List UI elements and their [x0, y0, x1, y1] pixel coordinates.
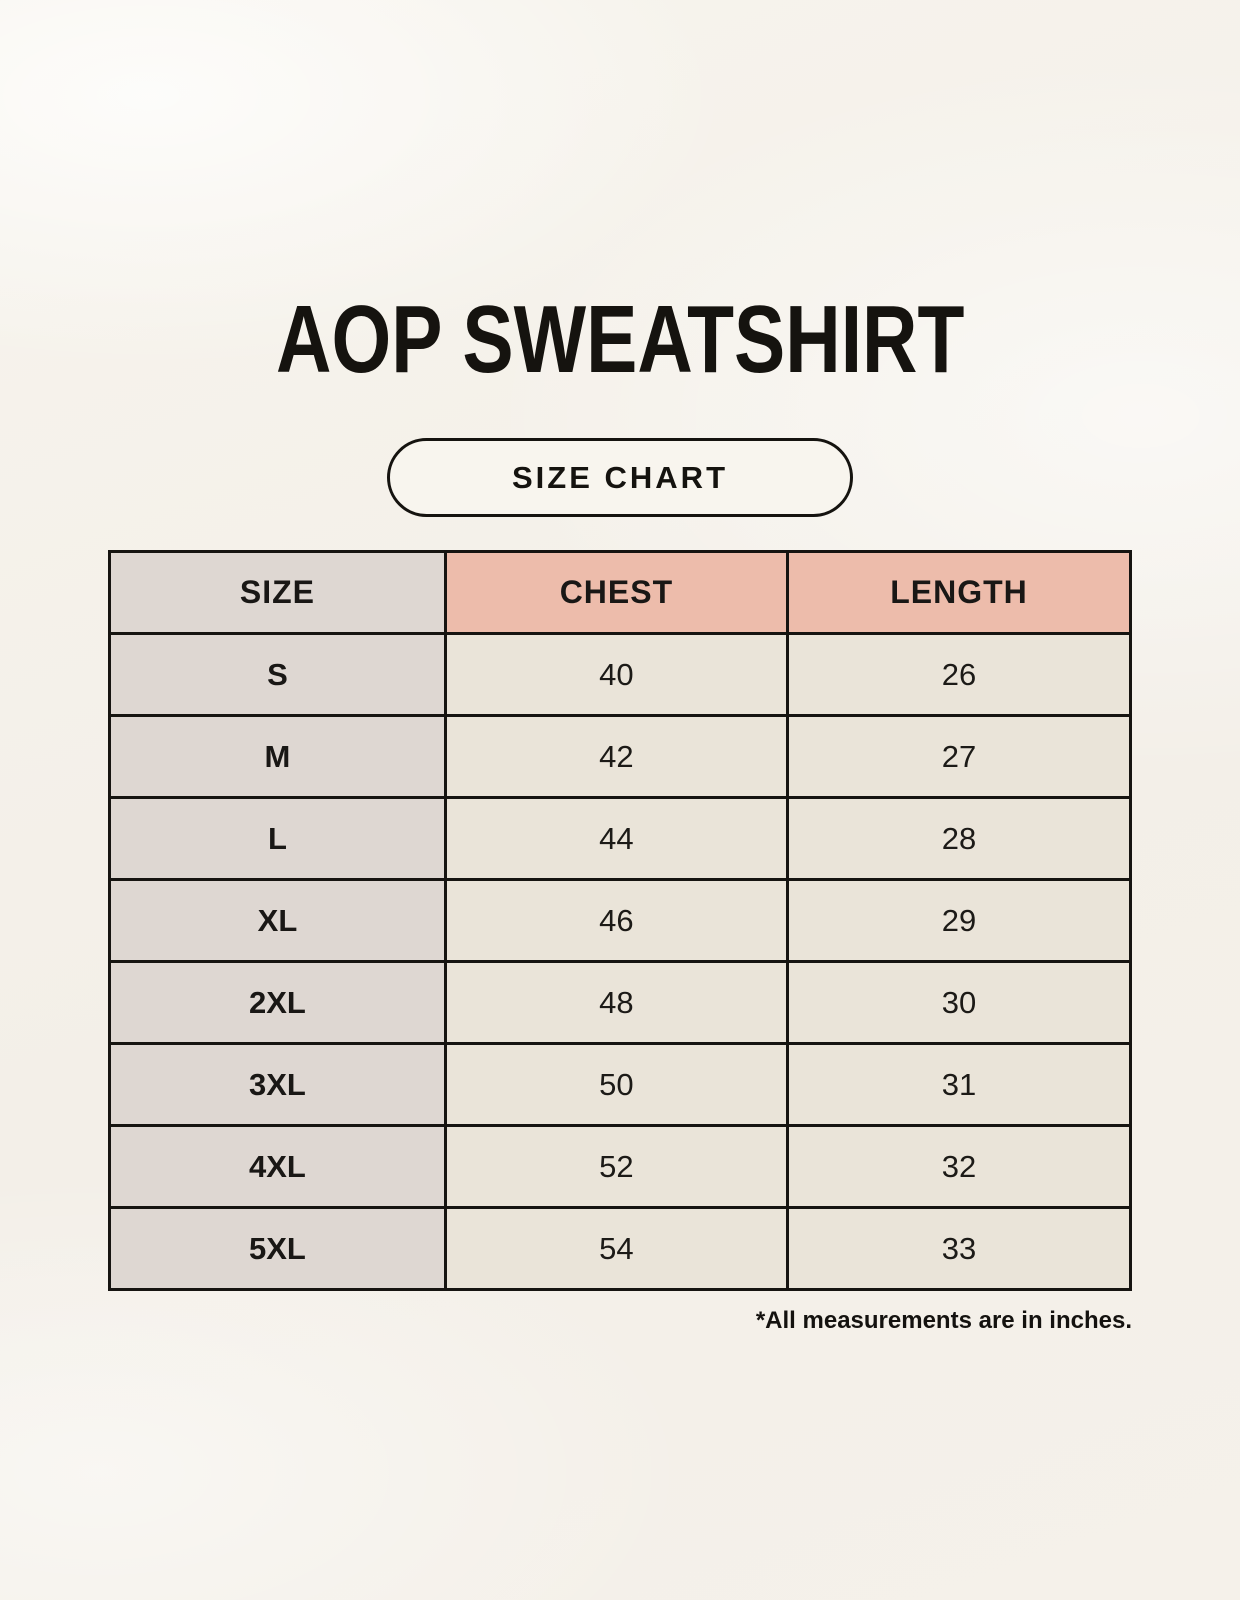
length-cell: 32 [785, 1124, 1133, 1209]
size-chart-table-container: SIZE CHEST LENGTH S 40 26 M 42 27 L [108, 550, 1133, 1291]
chest-cell: 50 [443, 1042, 789, 1127]
length-cell: 28 [785, 796, 1133, 881]
size-cell: 5XL [108, 1206, 447, 1291]
size-cell: 2XL [108, 960, 447, 1045]
size-chart-table: SIZE CHEST LENGTH S 40 26 M 42 27 L [108, 550, 1133, 1291]
table-row: XL 46 29 [108, 878, 1133, 963]
table-row: L 44 28 [108, 796, 1133, 881]
chest-cell: 52 [443, 1124, 789, 1209]
measurements-footnote: *All measurements are in inches. [755, 1307, 1132, 1334]
table-row: 2XL 48 30 [108, 960, 1133, 1045]
size-cell: 4XL [108, 1124, 447, 1209]
size-cell: 3XL [108, 1042, 447, 1127]
chest-cell: 40 [443, 632, 789, 717]
size-cell: L [108, 796, 447, 881]
chest-cell: 42 [443, 714, 789, 799]
length-cell: 26 [785, 632, 1133, 717]
chest-cell: 46 [443, 878, 789, 963]
chest-cell: 54 [443, 1206, 789, 1291]
length-cell: 30 [785, 960, 1133, 1045]
length-cell: 29 [785, 878, 1133, 963]
table-header-row: SIZE CHEST LENGTH [108, 550, 1133, 635]
size-cell: S [108, 632, 447, 717]
size-chart-badge: SIZE CHART [387, 438, 853, 517]
length-cell: 33 [785, 1206, 1133, 1291]
table-row: S 40 26 [108, 632, 1133, 717]
column-header-length: LENGTH [785, 550, 1133, 635]
chest-cell: 48 [443, 960, 789, 1045]
table-row: 4XL 52 32 [108, 1124, 1133, 1209]
column-header-chest: CHEST [443, 550, 789, 635]
table-row: M 42 27 [108, 714, 1133, 799]
size-cell: XL [108, 878, 447, 963]
page-title: AOP SWEATSHIRT [275, 286, 965, 393]
length-cell: 27 [785, 714, 1133, 799]
column-header-size: SIZE [108, 550, 447, 635]
size-cell: M [108, 714, 447, 799]
table-row: 3XL 50 31 [108, 1042, 1133, 1127]
length-cell: 31 [785, 1042, 1133, 1127]
chest-cell: 44 [443, 796, 789, 881]
table-row: 5XL 54 33 [108, 1206, 1133, 1291]
